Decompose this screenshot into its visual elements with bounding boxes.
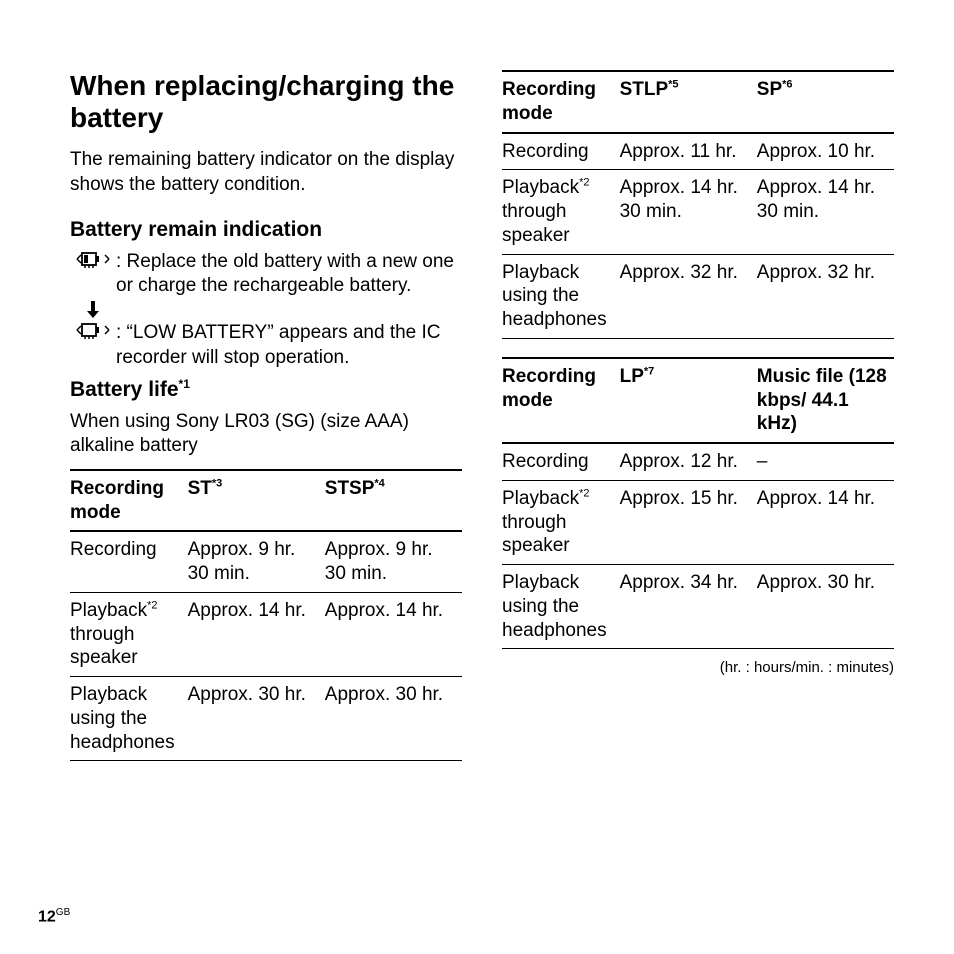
table-row: Recording Approx. 12 hr. –: [502, 443, 894, 480]
table-header: Recording mode: [502, 358, 620, 443]
section-heading: Battery life*1: [70, 377, 462, 402]
table-row: Playback using the headphones Approx. 32…: [502, 254, 894, 338]
footnote-text: (hr. : hours/min. : minutes): [502, 659, 894, 676]
intro-text: The remaining battery indicator on the d…: [70, 148, 462, 197]
battery-life-table-3: Recording mode LP*7 Music file (128 kbps…: [502, 357, 894, 650]
table-row: Playback*2 through speaker Approx. 15 hr…: [502, 480, 894, 564]
page-title: When replacing/charging the battery: [70, 70, 462, 134]
battery-empty-icon: [76, 321, 110, 339]
table-row: Playback using the headphones Approx. 34…: [502, 565, 894, 649]
table-header: ST*3: [188, 470, 325, 532]
page-number: 12GB: [38, 907, 70, 926]
table-header: Music file (128 kbps/ 44.1 kHz): [757, 358, 894, 443]
table-row: Playback*2 through speaker Approx. 14 hr…: [70, 592, 462, 676]
indicator-item: : “LOW BATTERY” appears and the IC recor…: [70, 321, 462, 370]
table-header: STSP*4: [325, 470, 462, 532]
battery-life-table-2: Recording mode STLP*5 SP*6 Recording App…: [502, 70, 894, 339]
indicator-text: : “LOW BATTERY” appears and the IC recor…: [116, 321, 462, 370]
section-desc: When using Sony LR03 (SG) (size AAA) alk…: [70, 410, 462, 459]
table-header: SP*6: [757, 71, 894, 133]
down-arrow-icon: [86, 301, 100, 319]
table-header: Recording mode: [502, 71, 620, 133]
table-row: Playback*2 through speaker Approx. 14 hr…: [502, 170, 894, 254]
table-header: Recording mode: [70, 470, 188, 532]
table-header: STLP*5: [620, 71, 757, 133]
table-header: LP*7: [620, 358, 757, 443]
battery-life-table-1: Recording mode ST*3 STSP*4 Recording App…: [70, 469, 462, 762]
indicator-item: : Replace the old battery with a new one…: [70, 250, 462, 299]
table-row: Recording Approx. 11 hr. Approx. 10 hr.: [502, 133, 894, 170]
table-row: Recording Approx. 9 hr. 30 min. Approx. …: [70, 531, 462, 592]
section-heading: Battery remain indication: [70, 218, 462, 242]
table-row: Playback using the headphones Approx. 30…: [70, 677, 462, 761]
indicator-text: : Replace the old battery with a new one…: [116, 250, 462, 299]
battery-low-icon: [76, 250, 110, 268]
